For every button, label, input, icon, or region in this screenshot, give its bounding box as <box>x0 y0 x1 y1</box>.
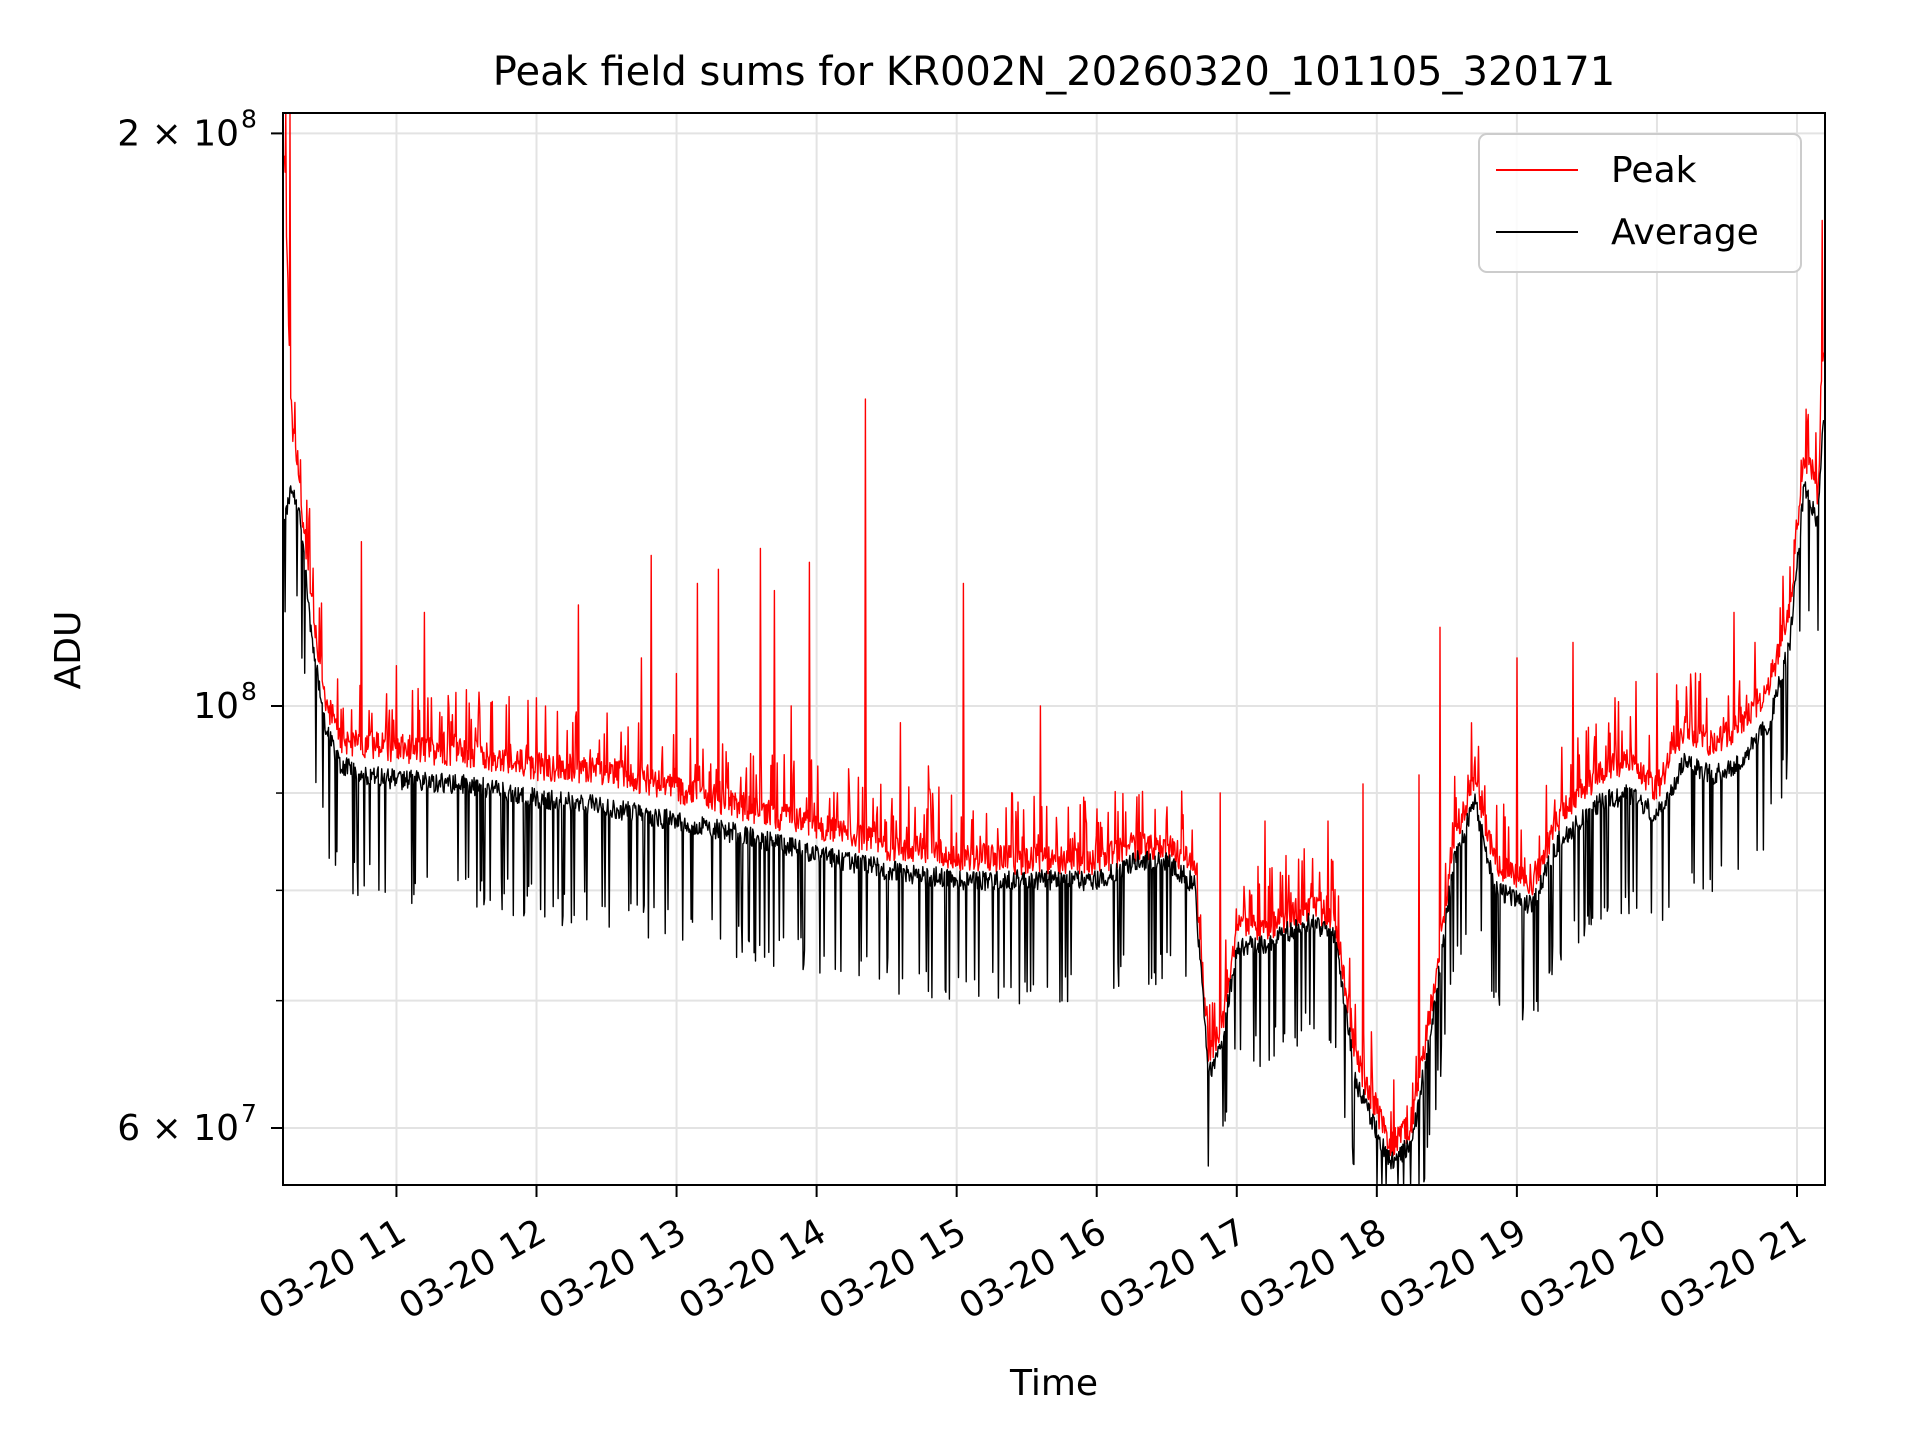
legend-box <box>1478 133 1802 273</box>
y-tick-label-exponent: 8 <box>241 104 257 133</box>
plot-frame <box>282 112 1826 1186</box>
y-tick-label: 10 <box>193 686 239 727</box>
plot-area <box>283 112 1825 1186</box>
y-axis: 6 × 10 710 82 × 10 8 <box>117 104 283 1149</box>
y-tick-label-exponent: 8 <box>241 677 257 706</box>
legend: Peak Average <box>1478 133 1802 273</box>
series-average-line <box>283 420 1825 1186</box>
y-tick-label: 6 × 10 <box>117 1108 239 1149</box>
y-tick-label: 2 × 10 <box>117 113 239 154</box>
y-tick-label-exponent: 7 <box>241 1099 257 1128</box>
series-peak-line <box>283 112 1825 1157</box>
grid <box>283 113 1825 1185</box>
x-axis-label: Time <box>1009 1363 1098 1404</box>
y-axis-label: ADU <box>48 611 89 690</box>
legend-average-label: Average <box>1611 212 1759 253</box>
chart-title: Peak field sums for KR002N_20260320_1011… <box>493 49 1615 95</box>
legend-peak-label: Peak <box>1611 150 1697 191</box>
